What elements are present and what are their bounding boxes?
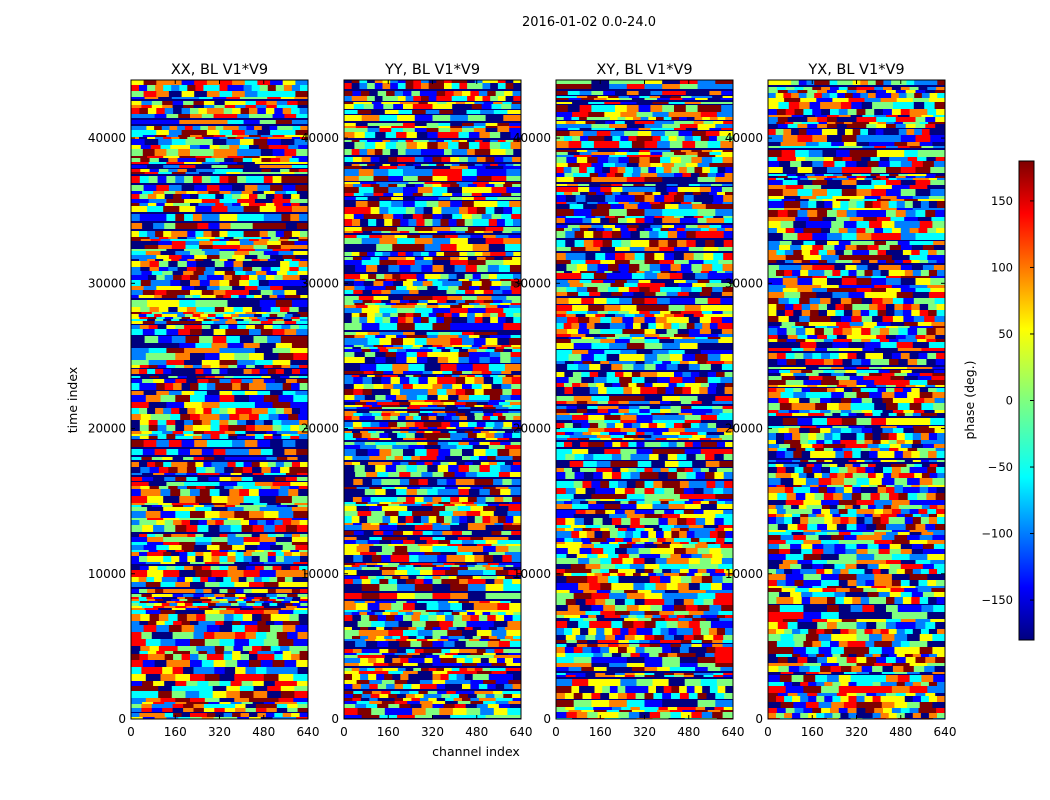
colorbar-tick-label: 150 [991, 194, 1013, 208]
x-tick-label: 160 [801, 725, 824, 739]
heatmap-panel-xx: XX, BL V1*V9 0 160 320 480 640 0 10000 20000 3000… [88, 62, 320, 739]
y-tick-label: 40000 [88, 131, 126, 145]
x-tick-label: 0 [127, 725, 135, 739]
colorbar-label: phase (deg.) [962, 361, 977, 440]
x-tick-label: 320 [208, 725, 231, 739]
y-tick-label: 0 [755, 712, 763, 726]
y-tick-label: 0 [118, 712, 126, 726]
y-tick-label: 30000 [725, 276, 763, 290]
x-tick-label: 160 [589, 725, 612, 739]
heatmap-panel-yx: YX, BL V1*V9 0 160 320 480 640 0 10000 20000 3000… [725, 62, 957, 739]
y-tick-label: 40000 [301, 131, 339, 145]
y-tick-label: 10000 [513, 567, 551, 581]
colorbar-tick-label: − 50 [988, 460, 1013, 474]
x-axis-label: channel index [432, 744, 520, 759]
panel-title: YY, BL V1*V9 [384, 62, 480, 78]
colorbar-tick-label: −100 [981, 527, 1013, 541]
phase-stripes [131, 80, 308, 719]
x-tick-label: 480 [465, 725, 488, 739]
x-tick-label: 640 [510, 725, 533, 739]
colorbar-tick-label: 0 [1006, 394, 1013, 408]
y-tick-label: 20000 [725, 422, 763, 436]
colorbar-tick-label: −150 [981, 593, 1013, 607]
y-tick-label: 20000 [513, 422, 551, 436]
heatmap-panel-yy: YY, BL V1*V9 0 160 320 480 640 0 10000 20000 3000… [301, 62, 533, 739]
x-tick-label: 0 [340, 725, 348, 739]
y-tick-label: 10000 [301, 567, 339, 581]
x-tick-label: 320 [421, 725, 444, 739]
x-tick-label: 160 [377, 725, 400, 739]
x-tick-label: 480 [252, 725, 275, 739]
y-tick-label: 0 [331, 712, 339, 726]
y-tick-label: 30000 [513, 276, 551, 290]
y-tick-label: 40000 [513, 131, 551, 145]
x-tick-label: 480 [677, 725, 700, 739]
x-tick-label: 480 [889, 725, 912, 739]
y-tick-label: 20000 [301, 422, 339, 436]
x-tick-label: 640 [934, 725, 957, 739]
x-tick-label: 160 [164, 725, 187, 739]
phase-stripes [344, 80, 521, 719]
y-tick-label: 10000 [88, 567, 126, 581]
colorbar: 150 100 50 0 − 50 −100 −150 phase (deg.) [962, 160, 1035, 641]
heatmap-panels: XX, BL V1*V9 0 160 320 480 640 0 10000 20000 3000… [88, 62, 957, 739]
colorbar-tick-label: 50 [998, 327, 1013, 341]
x-tick-label: 0 [764, 725, 772, 739]
y-axis-label: time index [65, 367, 80, 433]
phase-stripes [768, 80, 945, 719]
panel-title: XX, BL V1*V9 [171, 62, 268, 78]
colorbar-ticks: 150 100 50 0 − 50 −100 −150 [981, 194, 1034, 607]
x-tick-label: 320 [845, 725, 868, 739]
panel-title: YX, BL V1*V9 [807, 62, 904, 78]
y-tick-label: 30000 [301, 276, 339, 290]
y-tick-label: 0 [543, 712, 551, 726]
y-tick-label: 40000 [725, 131, 763, 145]
x-tick-label: 0 [552, 725, 560, 739]
x-tick-label: 640 [297, 725, 320, 739]
panel-title: XY, BL V1*V9 [596, 62, 692, 78]
heatmap-panel-xy: XY, BL V1*V9 0 160 320 480 640 0 10000 20000 3000… [513, 62, 745, 739]
y-tick-label: 10000 [725, 567, 763, 581]
x-tick-label: 640 [722, 725, 745, 739]
colorbar-tick-label: 100 [991, 260, 1013, 274]
x-tick-label: 320 [633, 725, 656, 739]
y-tick-label: 30000 [88, 276, 126, 290]
figure-title: 2016-01-02 0.0-24.0 [522, 15, 656, 30]
phase-stripes [556, 80, 733, 719]
y-tick-label: 20000 [88, 422, 126, 436]
